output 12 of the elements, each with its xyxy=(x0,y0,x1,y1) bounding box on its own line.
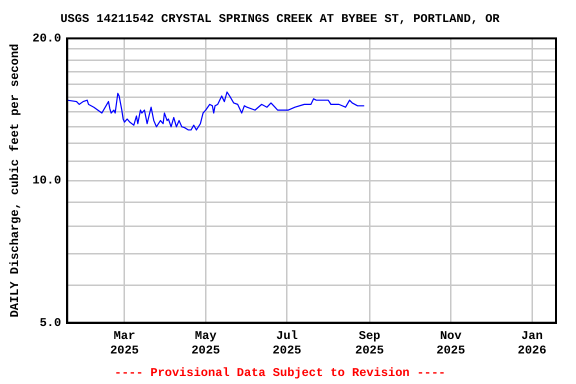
x-tick-label: Sep 2025 xyxy=(355,329,384,358)
x-tick-label: Nov 2025 xyxy=(436,329,466,358)
y-tick-label: 20.0 xyxy=(32,31,62,46)
x-tick-label: Jul 2025 xyxy=(272,329,302,358)
text: ---- Provisional Data Subject to Revision ---- xyxy=(114,366,446,380)
x-tick-label: Jan 2026 xyxy=(518,329,546,358)
y-tick-label: 5.0 xyxy=(40,316,62,330)
x-tick-label: May 2025 xyxy=(191,329,220,358)
chart-title: USGS 14211542 CRYSTAL SPRINGS CREEK AT BYBEE ST, PORTLAND, OR xyxy=(60,12,500,26)
x-tick-label: Mar 2025 xyxy=(110,329,139,358)
y-tick-label: 10.0 xyxy=(32,174,62,188)
y-axis-title: DAILY Discharge, cubic feet per second xyxy=(8,44,22,318)
